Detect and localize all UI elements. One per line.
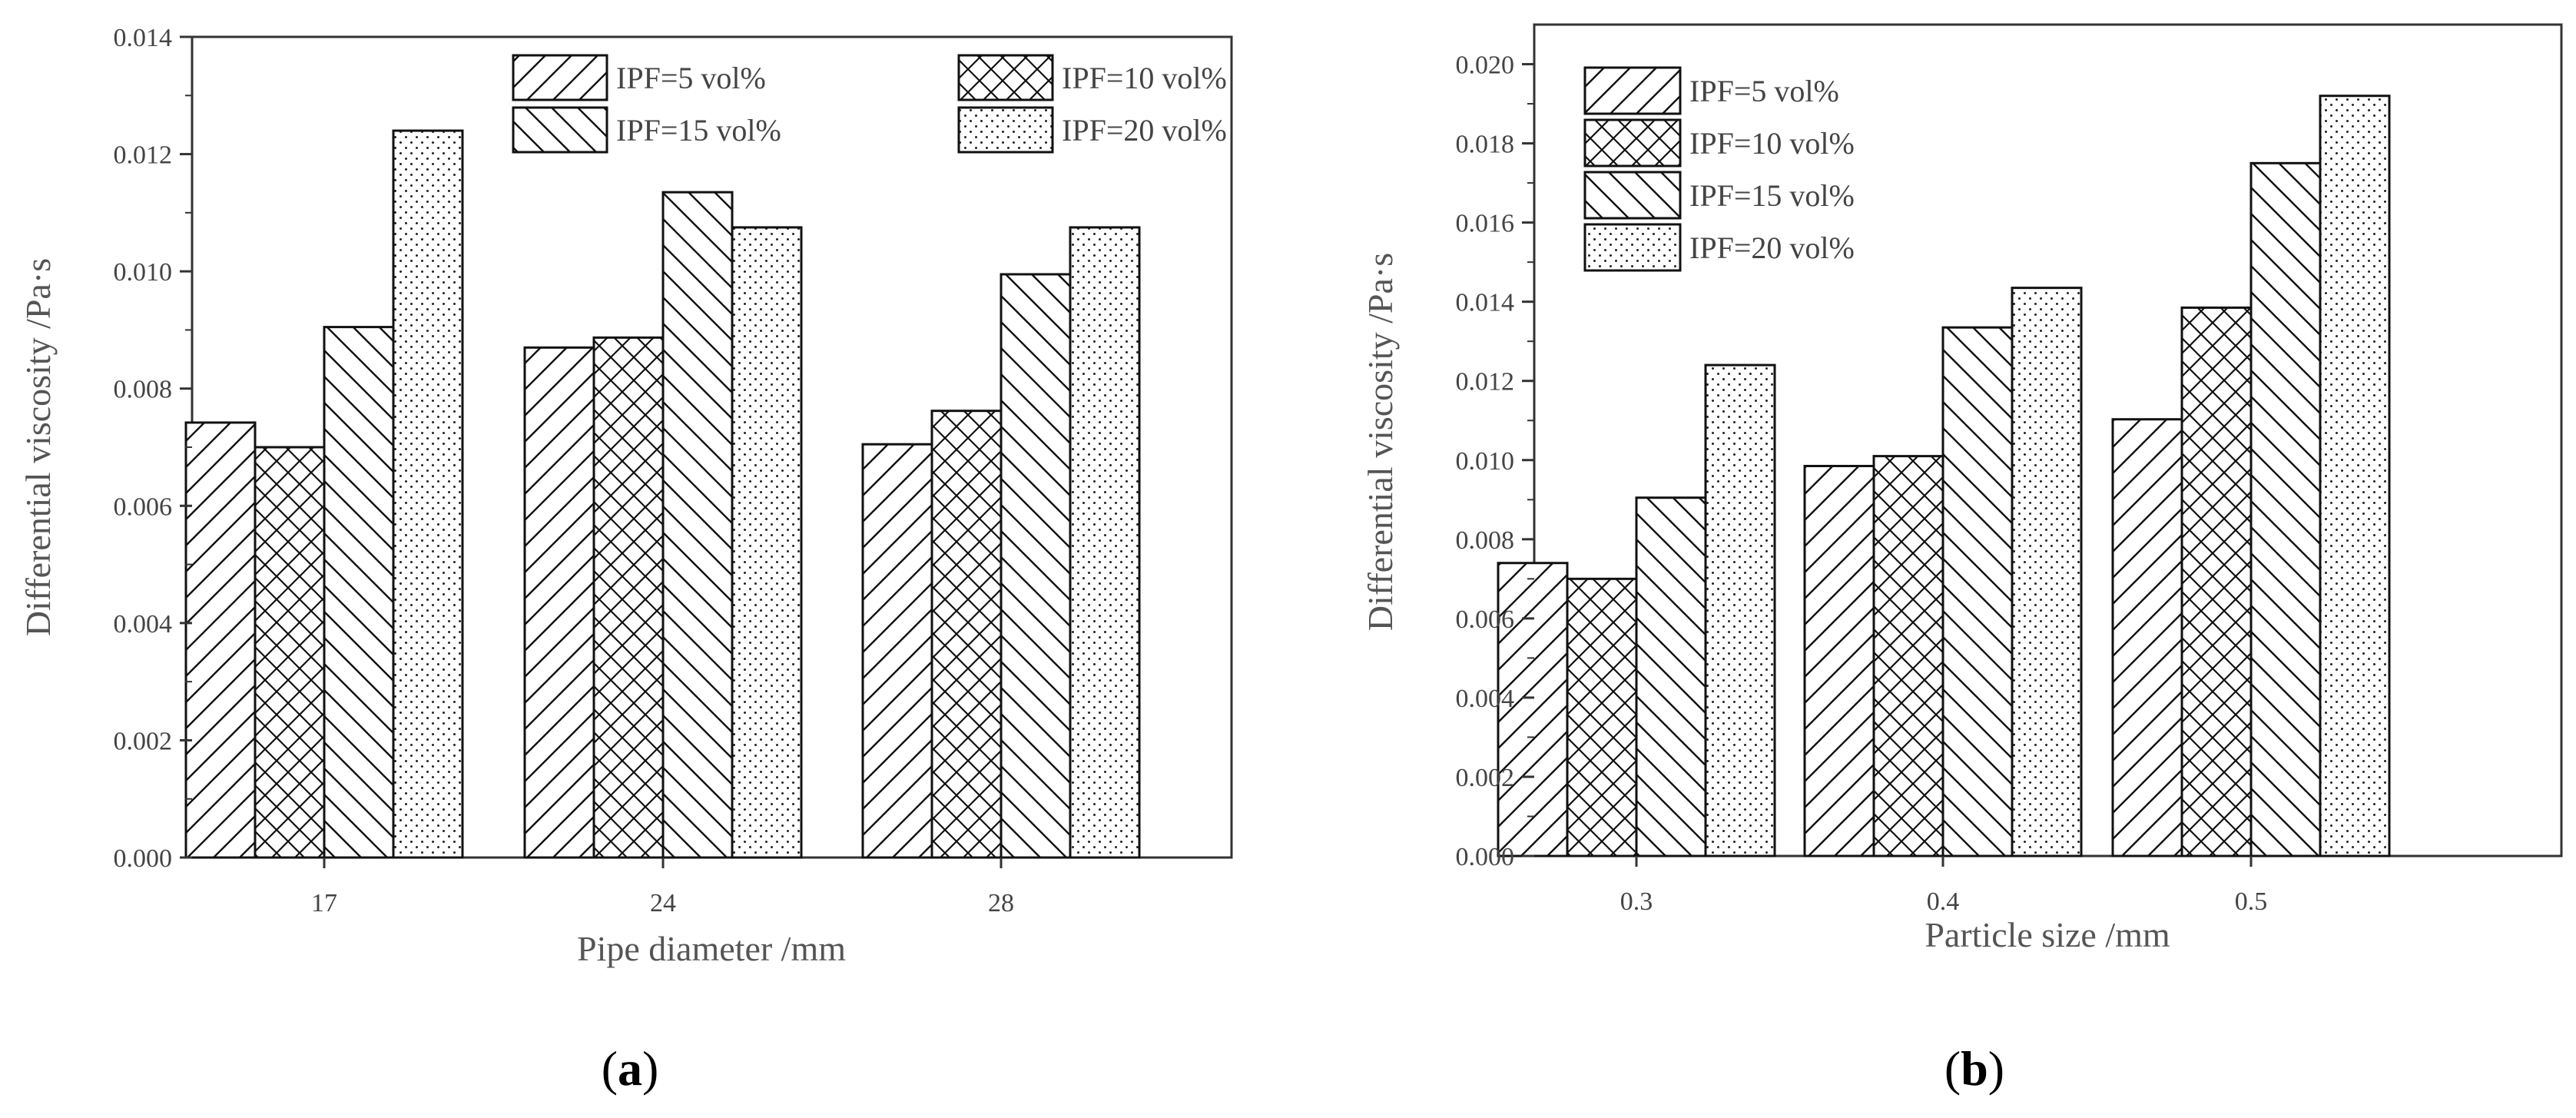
legend-swatch-b-3	[1583, 171, 1682, 220]
y-tick-label-b-4: 0.008	[1456, 526, 1515, 555]
legend-label-a-3: IPF=15 vol%	[616, 113, 781, 148]
bar-b-0.5-series-3	[2249, 161, 2322, 858]
legend-label-a-4: IPF=20 vol%	[1062, 113, 1227, 148]
legend-swatch-a-4	[957, 106, 1054, 154]
x-tick-label-a-28: 28	[988, 889, 1014, 917]
bar-b-0.4-series-2	[1872, 455, 1944, 858]
y-tick-label-a-3: 0.006	[114, 493, 173, 521]
panel-b: 0.3 0.4 0.5 0.000 0.002 0.004 0.006 0.008 0.010 0…	[1361, 23, 2563, 1096]
bar-a-17-series-3	[323, 326, 395, 859]
y-tick-label-b-0: 0.000	[1456, 843, 1515, 871]
legend-b: IPF=5 vol% IPF=10 vol% IPF=15 vol% IPF=20 v…	[1583, 66, 1855, 272]
legend-swatch-a-3	[512, 106, 608, 154]
bar-b-0.3-series-4	[1704, 363, 1776, 858]
x-tick-label-a-17: 17	[311, 889, 337, 917]
y-tick-label-a-4: 0.008	[114, 376, 173, 404]
y-tick-label-a-2: 0.004	[114, 610, 173, 639]
caption-a: (a)	[602, 1041, 659, 1096]
bar-a-28-series-2	[930, 410, 1003, 859]
y-tick-label-b-7: 0.014	[1456, 289, 1515, 317]
legend-label-b-3: IPF=15 vol%	[1689, 178, 1855, 213]
y-tick-label-b-6: 0.012	[1456, 368, 1515, 396]
y-tick-label-a-0: 0.000	[114, 844, 173, 873]
y-tick-label-a-1: 0.002	[114, 727, 173, 755]
y-tick-label-b-8: 0.016	[1456, 210, 1515, 238]
bar-b-0.3-series-3	[1635, 496, 1707, 858]
bar-a-28-series-1	[861, 443, 933, 859]
bar-a-24-series-4	[731, 226, 803, 859]
bar-a-24-series-1	[523, 346, 595, 859]
y-tick-label-b-5: 0.010	[1456, 447, 1515, 476]
bar-a-17-series-2	[254, 446, 326, 859]
panel-a: 17 24 28 0.000 0.002 0.004 0.006 0.008 0.010 0.01…	[18, 24, 1233, 1096]
y-axis-label-b: Differential viscosity /Pa·s	[1361, 253, 1400, 631]
y-tick-label-b-3: 0.006	[1456, 605, 1515, 634]
y-tick-label-b-1: 0.002	[1456, 764, 1515, 792]
legend-label-b-4: IPF=20 vol%	[1689, 231, 1855, 265]
y-tick-label-b-10: 0.020	[1456, 51, 1515, 80]
legend-swatch-a-1	[512, 54, 608, 101]
x-axis-label-a: Pipe diameter /mm	[577, 929, 846, 968]
y-tick-label-b-2: 0.004	[1456, 685, 1515, 713]
x-tick-label-b-0.5: 0.5	[2235, 887, 2268, 916]
x-tick-label-a-24: 24	[650, 889, 676, 917]
legend-label-a-1: IPF=5 vol%	[616, 61, 766, 95]
legend-label-b-1: IPF=5 vol%	[1689, 74, 1839, 108]
bar-b-0.5-series-2	[2180, 306, 2253, 858]
bar-b-0.5-series-4	[2319, 95, 2391, 858]
bar-a-24-series-3	[661, 191, 734, 859]
x-tick-label-b-0.3: 0.3	[1620, 887, 1653, 916]
y-tick-label-a-5: 0.010	[114, 258, 173, 287]
bar-a-28-series-3	[1000, 273, 1072, 859]
bar-a-17-series-1	[184, 421, 257, 859]
legend-swatch-b-1	[1583, 66, 1682, 115]
legend-label-b-2: IPF=10 vol%	[1689, 126, 1855, 161]
caption-b: (b)	[1944, 1041, 2004, 1096]
bar-b-0.4-series-3	[1941, 326, 2014, 858]
y-tick-label-a-6: 0.012	[114, 141, 173, 170]
x-axis-label-b: Particle size /mm	[1925, 915, 2170, 954]
bar-a-17-series-4	[392, 129, 464, 859]
legend-swatch-b-4	[1583, 223, 1682, 272]
bar-b-0.4-series-1	[1803, 464, 1875, 858]
bar-a-24-series-2	[592, 336, 665, 859]
bar-a-28-series-4	[1069, 226, 1141, 859]
legend-swatch-b-2	[1583, 118, 1682, 168]
bar-b-0.3-series-2	[1566, 577, 1638, 858]
x-tick-label-b-0.4: 0.4	[1927, 887, 1960, 916]
y-tick-label-a-7: 0.014	[114, 24, 173, 52]
legend-a: IPF=5 vol% IPF=10 vol% IPF=15 vol% IPF=20 v…	[512, 54, 1227, 154]
legend-swatch-a-2	[957, 54, 1054, 101]
y-axis-label-a: Differential viscosity /Pa·s	[18, 258, 58, 636]
bar-b-0.5-series-1	[2111, 418, 2183, 858]
legend-label-a-2: IPF=10 vol%	[1062, 61, 1227, 95]
y-tick-label-b-9: 0.018	[1456, 131, 1515, 159]
bar-b-0.4-series-4	[2011, 287, 2083, 858]
